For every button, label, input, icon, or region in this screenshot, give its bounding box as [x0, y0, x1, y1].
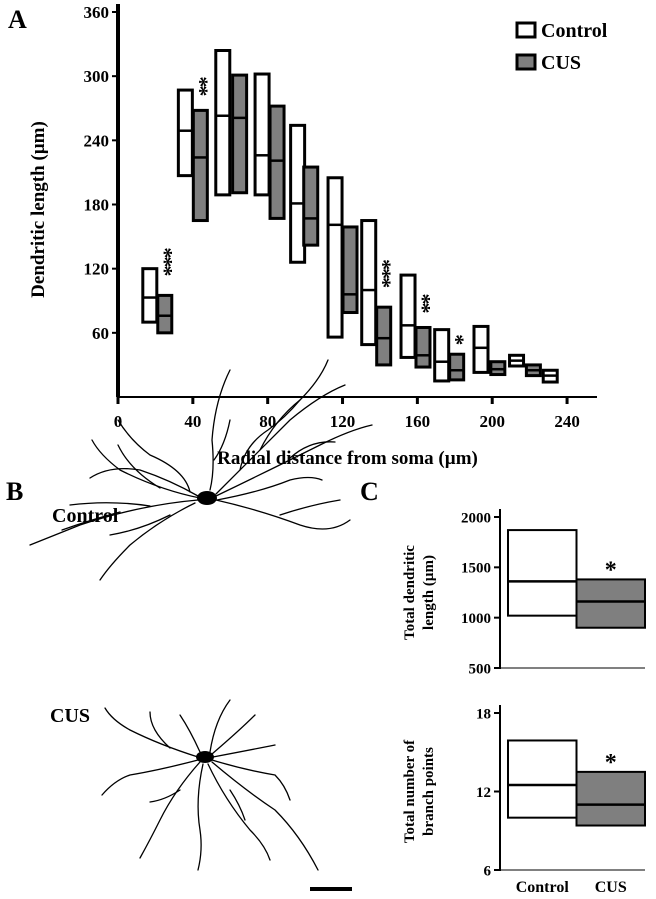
box [507, 529, 578, 617]
y-tick-label: 6 [484, 863, 492, 879]
box [507, 739, 578, 819]
y-tick-label: 18 [476, 706, 491, 722]
significance: ** [410, 293, 435, 313]
y-tick-label: 360 [84, 3, 110, 22]
x-tick-label: 240 [554, 412, 580, 431]
significance: * [444, 334, 469, 345]
box [399, 273, 417, 359]
y-axis-label: Total dendritic [402, 545, 418, 640]
y-axis-label: branch points [421, 747, 437, 836]
neuron-label: Control [52, 505, 119, 527]
panel-label: C [360, 477, 379, 506]
box [448, 352, 466, 382]
y-axis-label: Total number of [402, 739, 418, 843]
x-tick-label: 200 [479, 412, 505, 431]
x-tick-label: 160 [405, 412, 431, 431]
control-neuron [29, 359, 373, 581]
legend-label: CUS [541, 52, 581, 74]
y-tick-label: 1000 [461, 611, 491, 627]
box [375, 305, 393, 367]
box [176, 88, 194, 178]
box [326, 176, 344, 339]
y-tick-label: 2000 [461, 510, 491, 526]
x-tick-label: CUS [595, 879, 627, 896]
significance: * [605, 557, 617, 583]
y-tick-label: 180 [84, 195, 110, 214]
box [302, 165, 320, 247]
significance: *** [152, 247, 177, 276]
significance: ** [188, 76, 213, 96]
y-axis-label: Dendritic length (µm) [28, 121, 49, 298]
y-tick-label: 240 [84, 131, 110, 150]
y-tick-label: 300 [84, 67, 110, 86]
panel-label: A [8, 5, 27, 34]
neuron-label: CUS [50, 705, 90, 727]
y-tick-label: 120 [84, 260, 110, 279]
x-tick-label: 80 [259, 412, 276, 431]
y-tick-label: 12 [476, 785, 491, 801]
legend-swatch [515, 53, 537, 71]
legend-label: Control [541, 20, 608, 42]
box [231, 73, 249, 195]
panel-label: B [6, 477, 23, 506]
x-axis-label: Radial distance from soma (µm) [217, 448, 478, 469]
y-tick-label: 500 [469, 661, 492, 677]
box [191, 108, 209, 223]
x-tick-label: 0 [114, 412, 123, 431]
significance: * [605, 750, 617, 776]
legend-swatch [515, 21, 537, 39]
box [141, 267, 159, 324]
cus-neuron [101, 699, 319, 871]
box [575, 578, 646, 629]
x-tick-label: 40 [184, 412, 201, 431]
box [360, 219, 378, 347]
box [575, 770, 646, 827]
box [253, 72, 271, 197]
box [414, 325, 432, 369]
y-tick-label: 60 [92, 324, 109, 343]
box [472, 324, 490, 374]
x-tick-label: 120 [330, 412, 356, 431]
box [341, 225, 359, 315]
x-tick-label: Control [516, 879, 570, 896]
box [214, 49, 232, 197]
significance: *** [371, 259, 396, 288]
box [268, 104, 286, 220]
y-axis-label: length (µm) [421, 555, 437, 630]
y-tick-label: 1500 [461, 561, 491, 577]
box [156, 293, 174, 335]
